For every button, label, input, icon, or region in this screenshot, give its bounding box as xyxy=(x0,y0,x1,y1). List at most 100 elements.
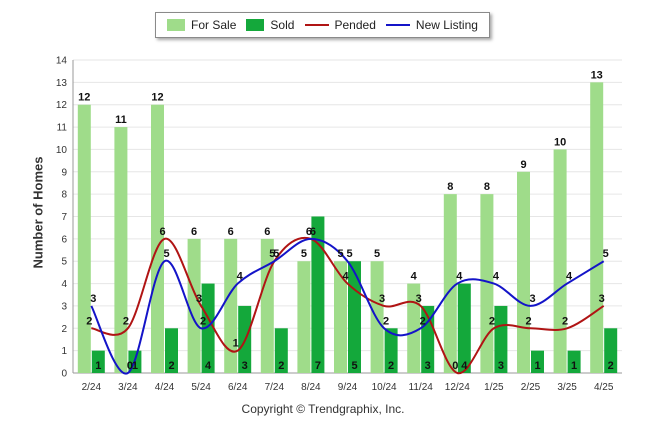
data-label-for-sale: 8 xyxy=(484,181,490,193)
chart-legend: For Sale Sold Pended New Listing xyxy=(155,12,490,38)
data-label-pended: 2 xyxy=(525,315,531,327)
bar-for-sale xyxy=(77,104,91,373)
y-tick-label: 8 xyxy=(61,190,67,201)
bar-for-sale xyxy=(224,238,238,373)
data-label-new-listing: 2 xyxy=(383,315,389,327)
x-tick-label: 5/24 xyxy=(191,382,211,393)
legend-label-pended: Pended xyxy=(334,18,376,32)
bar-sold xyxy=(567,350,581,373)
bar-for-sale xyxy=(297,261,311,373)
legend-swatch-for-sale xyxy=(167,19,186,31)
data-label-for-sale: 10 xyxy=(554,136,566,148)
x-tick-label: 1/25 xyxy=(484,382,504,393)
copyright-text: Copyright © Trendgraphix, Inc. xyxy=(241,402,405,416)
x-tick-label: 2/25 xyxy=(521,382,541,393)
data-label-pended: 2 xyxy=(489,315,495,327)
data-label-sold: 4 xyxy=(461,360,468,372)
y-axis-title: Number of Homes xyxy=(30,156,46,269)
bar-for-sale xyxy=(187,238,201,373)
bar-for-sale xyxy=(517,171,530,373)
data-label-for-sale: 5 xyxy=(301,248,307,260)
data-label-pended: 5 xyxy=(269,248,275,260)
data-label-sold: 1 xyxy=(132,360,138,372)
data-label-for-sale: 6 xyxy=(264,226,270,238)
data-label-new-listing: 5 xyxy=(346,248,352,260)
bar-sold xyxy=(201,283,215,373)
bar-for-sale xyxy=(480,194,494,373)
data-label-pended: 3 xyxy=(379,293,385,305)
data-label-sold: 7 xyxy=(315,360,321,372)
y-tick-label: 1 xyxy=(61,346,67,357)
data-label-pended: 2 xyxy=(123,315,129,327)
data-label-sold: 3 xyxy=(498,360,504,372)
legend-item-sold: Sold xyxy=(246,18,294,32)
data-label-sold: 4 xyxy=(205,360,212,372)
data-label-sold: 2 xyxy=(278,360,284,372)
data-label-new-listing: 5 xyxy=(163,248,169,260)
bar-sold xyxy=(457,283,471,373)
bar-for-sale xyxy=(553,149,567,373)
x-tick-label: 3/25 xyxy=(557,382,577,393)
data-label-pended: 1 xyxy=(233,338,239,350)
legend-item-new-listing: New Listing xyxy=(385,18,478,32)
data-label-new-listing: 5 xyxy=(603,248,609,260)
y-tick-label: 9 xyxy=(61,167,67,178)
legend-swatch-sold xyxy=(246,19,265,31)
y-tick-label: 14 xyxy=(56,56,68,67)
bar-sold xyxy=(384,328,398,373)
line-new-listing xyxy=(90,237,605,375)
data-label-for-sale: 12 xyxy=(78,92,90,104)
data-label-pended: 0 xyxy=(452,360,458,372)
x-tick-label: 7/24 xyxy=(265,382,285,393)
data-label-for-sale: 5 xyxy=(374,248,380,260)
y-tick-label: 3 xyxy=(61,301,67,312)
x-tick-label: 12/24 xyxy=(445,382,470,393)
y-tick-label: 0 xyxy=(61,369,67,380)
data-label-new-listing: 3 xyxy=(90,293,96,305)
data-label-for-sale: 12 xyxy=(151,92,163,104)
bar-sold xyxy=(274,328,288,373)
bar-sold xyxy=(165,328,178,373)
data-label-new-listing: 4 xyxy=(237,271,244,283)
data-label-for-sale: 13 xyxy=(591,69,603,81)
x-tick-label: 4/24 xyxy=(155,382,175,393)
data-label-for-sale: 4 xyxy=(411,271,418,283)
y-tick-label: 7 xyxy=(61,212,67,223)
data-label-new-listing: 0 xyxy=(127,360,133,372)
bar-for-sale xyxy=(114,127,128,373)
y-tick-label: 11 xyxy=(57,123,68,134)
data-label-pended: 2 xyxy=(86,315,92,327)
data-label-for-sale: 11 xyxy=(115,114,127,126)
legend-label-for-sale: For Sale xyxy=(191,18,237,32)
y-tick-label: 5 xyxy=(61,257,67,268)
legend-swatch-new-listing xyxy=(385,24,410,26)
x-tick-label: 4/25 xyxy=(594,382,614,393)
data-label-pended: 3 xyxy=(196,293,202,305)
data-label-new-listing: 4 xyxy=(566,271,573,283)
data-label-for-sale: 9 xyxy=(520,159,526,171)
data-label-new-listing: 4 xyxy=(493,271,500,283)
data-label-sold: 2 xyxy=(388,360,394,372)
x-tick-label: 10/24 xyxy=(372,382,397,393)
bar-sold xyxy=(348,261,361,373)
y-tick-label: 4 xyxy=(61,279,67,290)
legend-label-new-listing: New Listing xyxy=(415,18,478,32)
y-tick-label: 12 xyxy=(56,100,68,111)
data-label-new-listing: 4 xyxy=(456,271,463,283)
data-label-for-sale: 6 xyxy=(191,226,197,238)
data-label-pended: 3 xyxy=(599,293,605,305)
y-tick-label: 13 xyxy=(56,78,68,89)
data-label-sold: 3 xyxy=(242,360,248,372)
data-label-pended: 6 xyxy=(159,226,165,238)
x-tick-label: 8/24 xyxy=(301,382,321,393)
bar-sold xyxy=(494,305,508,373)
data-label-for-sale: 5 xyxy=(337,248,343,260)
data-label-new-listing: 3 xyxy=(529,293,535,305)
data-label-sold: 1 xyxy=(95,360,101,372)
legend-item-for-sale: For Sale xyxy=(167,18,236,32)
data-label-pended: 4 xyxy=(342,271,349,283)
data-label-sold: 3 xyxy=(425,360,431,372)
data-label-sold: 1 xyxy=(571,360,577,372)
data-label-sold: 2 xyxy=(608,360,614,372)
